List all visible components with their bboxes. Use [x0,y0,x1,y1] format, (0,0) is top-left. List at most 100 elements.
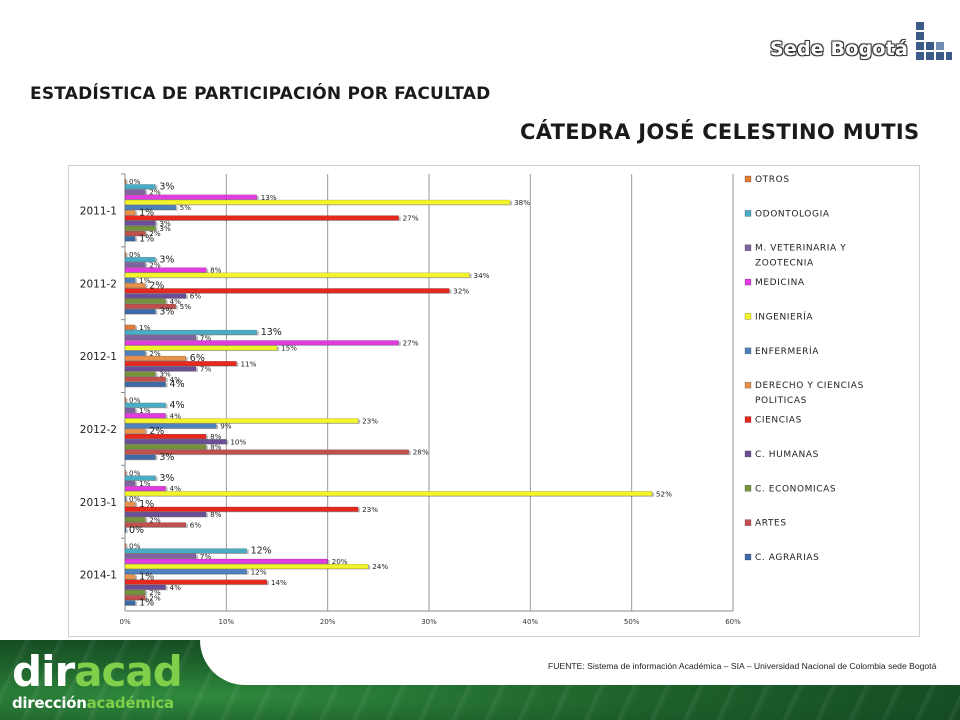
data-label: 3% [159,452,174,463]
bar [124,361,237,367]
bar [124,371,156,377]
x-tick-label: 30% [421,618,437,626]
bar [124,444,207,450]
legend-swatch [744,278,752,286]
category-label: 2012-1 [80,351,117,363]
bar [124,402,166,408]
data-label: 1% [139,406,151,415]
data-label: 4% [170,411,182,420]
bar [124,293,186,299]
bar [124,418,359,424]
bar [124,449,409,455]
bar [124,236,136,242]
bar [124,309,156,315]
legend-label: OTROS [755,175,790,185]
data-label: 2% [149,593,161,602]
bar [124,433,207,439]
data-label: 15% [281,344,297,353]
diracad-logo-main-white: dir [12,647,75,696]
bar [124,355,186,361]
legend-label: C. ECONOMICAS [755,484,836,494]
bar [124,231,146,237]
bar [124,574,136,580]
data-label: 4% [170,375,182,384]
category-label: 2013-1 [80,497,117,509]
legend-label: ARTES [755,519,787,529]
data-label: 1% [139,233,154,244]
legend-label: CIENCIAS [755,416,802,426]
data-label: 28% [413,448,429,457]
bar [124,288,450,294]
data-label: 3% [159,254,174,265]
data-label: 4% [170,484,182,493]
bar-shadow [125,471,128,476]
legend-swatch [744,553,752,561]
bar [124,563,369,569]
diracad-logo-sub-white: dirección [12,694,87,712]
category-label: 2011-1 [80,205,117,217]
data-label: 2% [149,280,164,291]
legend-swatch [744,244,752,251]
data-label: 2% [149,515,161,524]
footer-white-area [200,640,960,685]
data-label: 4% [170,379,185,390]
legend-swatch [744,519,752,526]
bar [124,553,197,559]
participation-bar-chart: 0% 10% 20% 30% 40% 50% 60%2011-10% 3%2%13%38%5%… [80,173,864,626]
data-label: 0% [129,396,141,405]
x-tick-label: 0% [119,618,130,626]
page-title: ESTADÍSTICA DE PARTICIPACIÓN POR FACULTA… [30,84,491,104]
university-building-icon [916,22,952,60]
data-label: 7% [200,552,212,561]
legend-label-line: M. VETERINARIA Y [755,244,846,254]
bar [124,491,653,497]
bar [124,199,511,205]
legend-swatch [744,175,752,183]
bar [124,558,328,564]
bar [124,376,166,382]
data-label: 2% [149,349,161,358]
bar [124,543,127,549]
bar [124,428,146,434]
data-label: 4% [170,400,185,411]
data-label: 13% [261,327,282,338]
bar [124,267,207,273]
bar [124,215,399,221]
data-label: 3% [159,473,174,484]
x-tick-label: 50% [624,618,640,626]
diracad-logo-sub: direcciónacadémica [12,694,174,712]
data-label: 0% [129,525,144,536]
bar [124,225,156,231]
data-label: 2% [149,188,161,197]
bar [124,251,127,257]
category-label: 2011-2 [80,278,117,290]
data-label: 8% [210,266,222,275]
bar [124,569,247,575]
bar [124,303,176,309]
bar [124,257,156,263]
bar [124,527,127,533]
bar [124,345,278,351]
legend-label: DERECHO Y CIENCIAS POLITICAS [755,381,864,406]
bar [124,517,146,523]
data-label: 24% [372,562,388,571]
bar-shadow [125,544,128,549]
bar [124,277,136,283]
data-label: 4% [170,583,182,592]
data-label: 3% [159,181,174,192]
bar [124,589,146,595]
legend-label: ODONTOLOGIA [755,209,830,219]
data-label: 27% [403,338,419,347]
data-label: 2% [149,426,164,437]
data-label: 9% [220,422,232,431]
diracad-logo-main: diracad [12,647,183,696]
data-label: 0% [129,177,141,186]
bar [124,189,146,195]
bar [124,579,268,585]
legend-swatch [744,210,752,217]
data-label: 11% [240,359,256,368]
data-label: 12% [251,567,267,576]
category-label: 2014-1 [80,570,117,582]
x-tick-label: 60% [725,618,741,626]
data-label: 1% [139,276,151,285]
